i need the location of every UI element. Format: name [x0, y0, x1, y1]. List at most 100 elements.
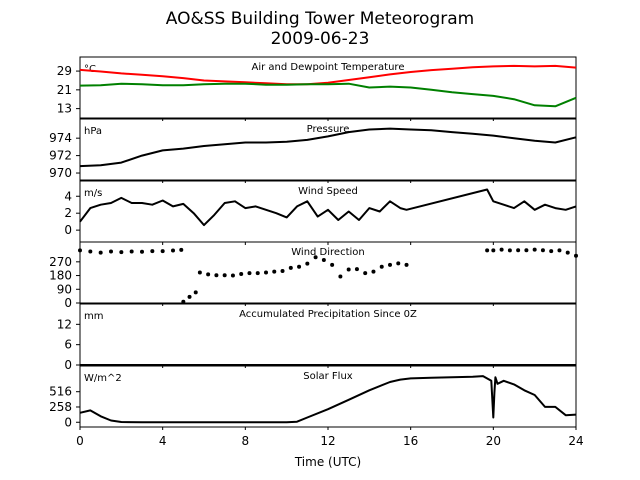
x-axis-label: Time (UTC) [294, 455, 361, 469]
x-tick-label: 4 [159, 434, 167, 448]
data-point [193, 290, 198, 295]
data-point [516, 248, 521, 253]
data-point [280, 268, 285, 273]
panel-title: Accumulated Precipitation Since 0Z [239, 309, 417, 320]
panel-unit: hPa [84, 126, 102, 137]
data-point [171, 248, 175, 253]
data-point [313, 255, 318, 260]
data-point [485, 248, 490, 253]
y-tick-label: 2 [64, 206, 72, 220]
chart-title: AO&SS Building Tower Meteorogram [166, 9, 474, 29]
y-tick-label: 0 [64, 358, 72, 372]
x-tick-label: 0 [76, 434, 84, 448]
data-point [150, 249, 155, 254]
panel-unit: °C [84, 64, 96, 75]
data-point [388, 262, 392, 267]
data-point [160, 249, 165, 254]
y-tick-label: 970 [49, 166, 72, 180]
data-point [119, 250, 124, 255]
y-tick-label: 516 [49, 385, 72, 399]
panel-0: Air and Dewpoint Temperature °C 13 21 29 [57, 56, 577, 121]
panel-2: Wind Speed m/s 0 2 4 [64, 180, 577, 245]
data-point [247, 271, 252, 276]
data-point [288, 265, 293, 270]
data-point [109, 249, 113, 254]
data-point [491, 248, 496, 253]
data-point [371, 269, 376, 274]
data-point [321, 257, 326, 262]
data-point [379, 264, 384, 269]
data-point [396, 261, 401, 266]
y-tick-label: 6 [64, 338, 72, 352]
panel-unit: m/s [84, 188, 102, 199]
y-tick-label: 4 [64, 189, 72, 203]
panel-unit: W/m^2 [84, 373, 122, 384]
data-point [272, 269, 277, 274]
data-point [197, 270, 202, 275]
data-point [98, 250, 103, 255]
data-point [179, 247, 184, 252]
data-point [338, 274, 343, 279]
x-tick-label: 8 [242, 434, 250, 448]
x-tick-label: 12 [320, 434, 335, 448]
data-point [549, 249, 554, 254]
y-tick-label: 29 [57, 64, 72, 78]
y-tick-label: 0 [64, 296, 72, 310]
data-point [404, 262, 409, 267]
panel-title: Solar Flux [303, 371, 353, 382]
y-tick-label: 270 [49, 255, 72, 269]
y-tick-label: 972 [49, 149, 72, 163]
data-point [181, 299, 186, 304]
data-point [574, 253, 578, 258]
data-point [305, 261, 310, 266]
data-point [206, 272, 211, 277]
series-line-0 [79, 375, 577, 424]
data-point [187, 294, 192, 299]
data-point [88, 249, 93, 254]
data-point [230, 273, 235, 278]
data-point [565, 250, 570, 255]
panel-title: Air and Dewpoint Temperature [252, 62, 405, 73]
data-point [540, 248, 545, 253]
y-tick-label: 258 [49, 400, 72, 414]
x-tick-label: 24 [568, 434, 583, 448]
panels-group: Air and Dewpoint Temperature °C 13 21 29 Pres… [49, 56, 578, 430]
data-point [524, 248, 529, 253]
series-line-0 [79, 127, 577, 168]
data-point [346, 267, 351, 272]
series-line-0 [79, 64, 577, 86]
data-point [264, 270, 268, 275]
y-tick-label: 13 [57, 102, 72, 116]
data-point [255, 271, 260, 276]
panel-unit: mm [84, 311, 103, 322]
data-point [222, 273, 227, 278]
data-point [363, 271, 368, 276]
data-point [129, 249, 134, 254]
y-tick-label: 0 [64, 223, 72, 237]
data-point [557, 248, 562, 253]
series-line-0 [79, 188, 577, 227]
series-line-1 [79, 82, 577, 108]
data-point [140, 249, 144, 254]
data-point [532, 247, 537, 252]
panel-title: Wind Speed [298, 186, 358, 197]
x-tick-label: 20 [486, 434, 501, 448]
data-point [78, 248, 82, 253]
panel-4: Accumulated Precipitation Since 0Z mm 0 6 12 [57, 303, 577, 372]
y-tick-label: 21 [57, 83, 72, 97]
y-tick-label: 90 [57, 282, 72, 296]
y-tick-label: 12 [57, 317, 72, 331]
chart-subtitle: 2009-06-23 [271, 29, 370, 49]
y-tick-label: 180 [49, 269, 72, 283]
data-point [354, 267, 359, 272]
data-point [499, 247, 504, 252]
data-point [214, 273, 219, 278]
data-point [507, 248, 512, 253]
data-point [239, 272, 244, 277]
panel-1: Pressure hPa 970 972 974 [49, 118, 577, 183]
y-tick-label: 0 [64, 415, 72, 429]
x-tick-label: 16 [403, 434, 418, 448]
